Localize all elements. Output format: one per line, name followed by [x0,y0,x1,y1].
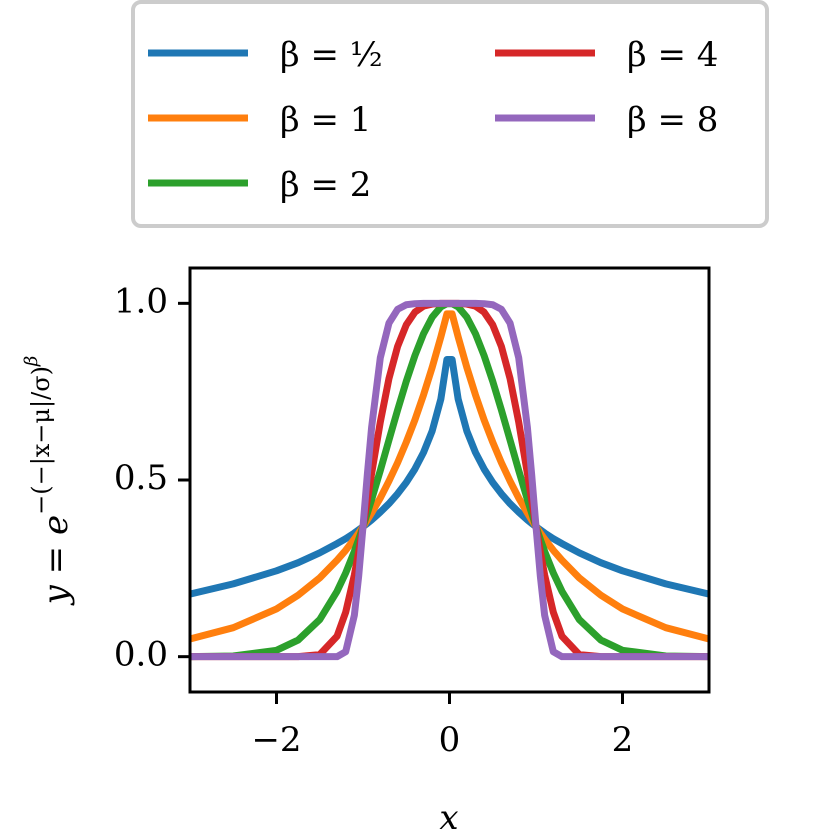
plot-area [190,299,709,661]
legend-label: β = 4 [627,35,718,75]
legend-label: β = 1 [280,100,371,140]
x-tick-label: −2 [251,720,301,760]
y-label-power: β [21,356,42,367]
series-line [190,356,709,598]
y-tick-label: 0.5 [114,458,168,498]
legend-label: β = 8 [627,100,718,140]
y-tick-label: 1.0 [114,281,168,321]
y-label-exponent: −(−|x−μ|/σ) [27,366,56,515]
legend-label: β = 2 [280,165,371,205]
y-axis-label: y = e−(−|x−μ|/σ)β [21,356,76,607]
y-label-base: y = e [36,515,76,606]
legend-label: β = ½ [280,35,383,75]
legend-box [131,0,769,228]
series-line [190,310,709,643]
axes-frame [188,266,711,694]
series-line [190,299,709,661]
y-tick-label: 0.0 [114,635,168,675]
axes: −2 0 2 0.0 0.5 1.0 [114,281,633,760]
x-tick-label: 0 [439,720,461,760]
legend: β = ½ β = 1 β = 2 β = 4 β = 8 [148,35,718,205]
x-axis-label: x [439,798,458,836]
x-tick-label: 2 [612,720,634,760]
